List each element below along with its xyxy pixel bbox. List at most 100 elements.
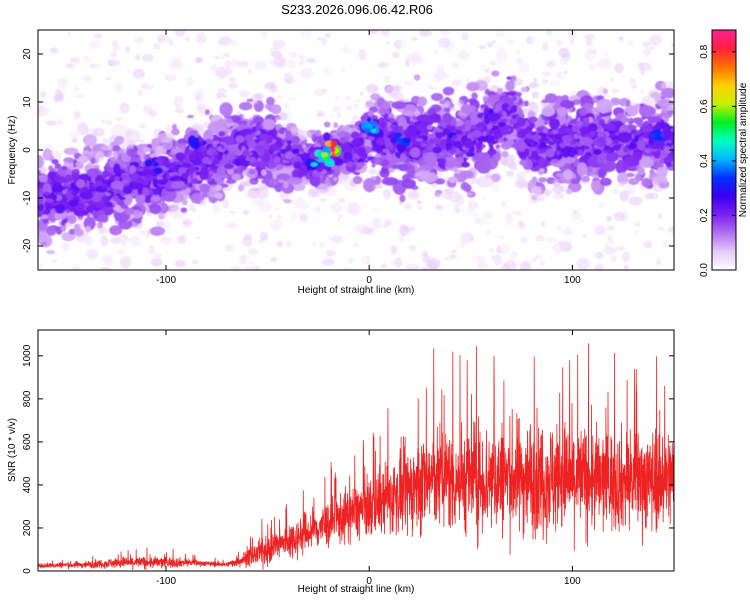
heatmap-cell	[407, 190, 420, 200]
heatmap-cell	[261, 30, 268, 38]
heatmap-cell	[623, 145, 629, 153]
heatmap-cell	[632, 150, 643, 162]
heatmap-cell	[556, 225, 563, 232]
heatmap-cell	[63, 147, 79, 155]
heatmap-cell	[391, 51, 400, 59]
heatmap-cell	[623, 264, 629, 270]
heatmap-cell	[117, 234, 129, 245]
colorbar-tick-label: 0.8	[699, 44, 710, 58]
heatmap-cell	[134, 36, 145, 44]
heatmap-cell	[603, 145, 611, 151]
heatmap-cell	[548, 118, 561, 130]
heatmap-cell	[609, 147, 616, 152]
heatmap-cell	[235, 135, 245, 143]
heatmap-cell	[358, 49, 367, 61]
heatmap-cell	[337, 112, 342, 117]
heatmap-cell	[246, 264, 256, 270]
heatmap-cell	[156, 132, 174, 143]
heatmap-cell	[45, 120, 57, 126]
heatmap-cell	[545, 148, 555, 158]
heatmap-cell	[110, 68, 118, 72]
heatmap-cell	[361, 133, 368, 139]
heatmap-cell	[38, 142, 43, 148]
heatmap-cell	[366, 117, 372, 123]
heatmap-cell	[224, 163, 234, 170]
heatmap-cell	[486, 135, 495, 143]
heatmap-cell	[587, 48, 594, 54]
heatmap-cell	[373, 183, 384, 189]
heatmap-cell	[520, 236, 529, 244]
heatmap-cell	[542, 78, 549, 85]
heatmap-cell	[268, 213, 273, 219]
heatmap-cell	[660, 87, 674, 99]
heatmap-cell	[58, 178, 68, 183]
heatmap-cell	[632, 117, 644, 124]
heatmap-cell	[238, 60, 249, 68]
heatmap-cell	[617, 131, 632, 143]
heatmap-cell	[102, 254, 112, 264]
heatmap-cell	[401, 178, 416, 189]
heatmap-cell	[82, 55, 90, 62]
heatmap-cell	[224, 59, 232, 69]
heatmap-cell	[333, 176, 338, 182]
heatmap-cell	[555, 71, 564, 79]
heatmap-cell	[41, 241, 47, 246]
heatmap-cell	[606, 235, 612, 242]
heatmap-cell	[226, 145, 239, 152]
heatmap-cell	[633, 230, 640, 235]
heatmap-cell	[46, 226, 57, 236]
heatmap-cell	[398, 163, 409, 172]
heatmap-cell	[249, 156, 257, 163]
heatmap-cell	[618, 36, 624, 42]
heatmap-cell	[314, 207, 321, 213]
heatmap-cell	[211, 64, 218, 73]
heatmap-cell	[418, 30, 433, 37]
heatmap-cell	[533, 78, 538, 83]
heatmap-cell	[488, 109, 494, 114]
heatmap-cell	[417, 96, 428, 107]
heatmap-cell	[162, 220, 171, 232]
heatmap-cell	[290, 183, 306, 191]
heatmap-cell	[119, 197, 126, 200]
heatmap-cell	[585, 38, 593, 47]
heatmap-cell	[405, 229, 411, 236]
heatmap-cell	[451, 79, 463, 87]
heatmap-cell	[610, 97, 621, 106]
heatmap-cell	[610, 88, 620, 94]
heatmap-cell	[482, 130, 487, 137]
heatmap-cell	[61, 165, 68, 171]
heatmap-cell	[613, 211, 626, 221]
heatmap-cell	[311, 171, 322, 177]
heatmap-cell	[377, 62, 386, 68]
heatmap-cell	[284, 151, 294, 159]
heatmap-cell	[638, 105, 656, 118]
heatmap-cell	[322, 258, 335, 266]
heatmap-cell	[415, 138, 423, 142]
heatmap-cell	[203, 120, 209, 129]
heatmap-cell	[599, 177, 612, 187]
colorbar-tick-label: 0.2	[699, 208, 710, 222]
heatmap-cell	[195, 95, 202, 102]
heatmap-cell	[582, 234, 587, 238]
heatmap-cell	[366, 83, 379, 94]
heatmap-cell	[519, 159, 528, 166]
heatmap-cell	[398, 125, 404, 131]
heatmap-cell	[516, 171, 526, 181]
heatmap-cell	[597, 168, 607, 179]
heatmap-cell	[528, 82, 541, 89]
heatmap-cell	[460, 232, 474, 244]
heatmap-cell	[67, 214, 77, 224]
heatmap-cell	[352, 243, 359, 247]
heatmap-cell	[134, 183, 144, 190]
heatmap-cell	[183, 221, 189, 225]
heatmap-cell	[649, 192, 659, 200]
heatmap-cell	[420, 266, 426, 270]
heatmap-cell	[151, 137, 162, 147]
heatmap-cell	[399, 194, 406, 203]
heatmap-cell	[453, 140, 462, 148]
heatmap-cell	[524, 170, 530, 175]
heatmap-cell	[42, 183, 52, 195]
heatmap-cell	[617, 172, 629, 185]
heatmap-cell	[181, 162, 192, 169]
heatmap-cell	[246, 98, 254, 103]
